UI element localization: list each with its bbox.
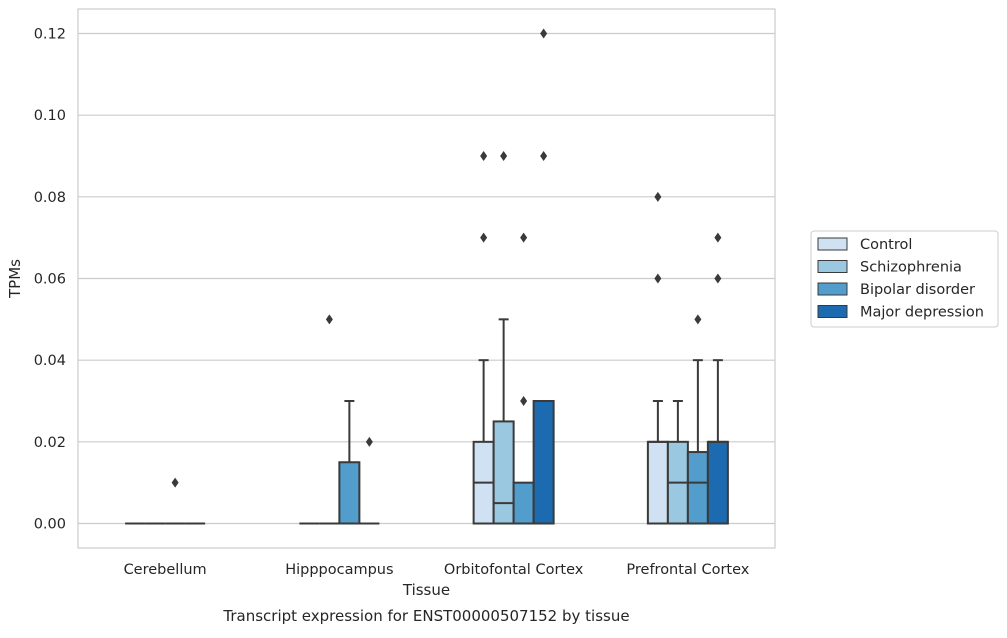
legend-swatch xyxy=(817,237,848,251)
x-tick-label: Cerebellum xyxy=(124,562,207,578)
legend-label: Schizophrenia xyxy=(860,260,962,276)
outlier-point xyxy=(520,232,528,243)
plot-frame xyxy=(77,8,776,549)
y-tick-label: 0.02 xyxy=(34,435,66,451)
outlier-point xyxy=(171,477,179,488)
box xyxy=(686,451,709,525)
box-group xyxy=(319,314,340,525)
box xyxy=(532,400,555,525)
box-group xyxy=(512,232,535,525)
y-axis-ticks: 0.00 0.02 0.04 0.06 0.08 0.10 0.12 xyxy=(34,27,66,533)
outlier-point xyxy=(365,436,373,447)
y-axis-label: TPMs xyxy=(6,259,24,299)
outlier-point xyxy=(325,314,333,325)
outlier-point xyxy=(500,151,508,161)
box-group xyxy=(165,477,186,525)
legend: Control Schizophrenia Bipolar disorder Majo… xyxy=(810,230,999,328)
box-group xyxy=(532,28,555,525)
box-group xyxy=(338,400,361,525)
box-group xyxy=(472,151,495,525)
outlier-point xyxy=(654,191,662,202)
legend-swatch xyxy=(817,282,848,296)
box-group xyxy=(359,436,380,525)
outlier-point xyxy=(714,232,722,243)
outlier-point xyxy=(540,28,548,39)
box-group xyxy=(686,314,709,525)
legend-swatch xyxy=(817,260,848,273)
box-group xyxy=(666,400,689,525)
box xyxy=(338,461,361,525)
box xyxy=(646,440,669,525)
chart-caption: Transcript expression for ENST0000050715… xyxy=(222,607,629,625)
outlier-point xyxy=(480,151,488,161)
outlier-point xyxy=(540,151,548,161)
outlier-point xyxy=(654,273,662,284)
y-tick-label: 0.10 xyxy=(34,108,66,124)
legend-frame xyxy=(810,230,999,328)
box xyxy=(492,420,515,525)
x-tick-label: Prefrontal Cortex xyxy=(626,562,749,578)
legend-label: Major depression xyxy=(860,305,984,321)
legend-label: Control xyxy=(860,237,912,253)
y-tick-label: 0.08 xyxy=(34,190,66,206)
box-group xyxy=(706,232,729,525)
box-group xyxy=(646,191,669,525)
outlier-point xyxy=(480,232,488,243)
x-tick-label: Orbitofontal Cortex xyxy=(444,562,584,578)
box-group xyxy=(492,151,515,525)
legend-label: Bipolar disorder xyxy=(860,282,975,298)
x-axis-label: Tissue xyxy=(402,581,450,599)
gridlines xyxy=(78,32,775,525)
outlier-point xyxy=(714,273,722,284)
x-axis-ticks: Cerebellum Hipppocampus Orbitofontal Corte… xyxy=(124,562,750,578)
box xyxy=(706,440,729,525)
outlier-point xyxy=(520,396,528,406)
outlier-point xyxy=(694,314,702,325)
y-tick-label: 0.04 xyxy=(34,353,66,369)
y-tick-label: 0.06 xyxy=(34,272,66,288)
y-tick-label: 0.12 xyxy=(34,27,66,43)
box-marks xyxy=(125,28,729,525)
box xyxy=(512,481,535,525)
x-tick-label: Hipppocampus xyxy=(285,562,393,578)
legend-swatch xyxy=(817,305,848,318)
y-tick-label: 0.00 xyxy=(34,517,66,533)
